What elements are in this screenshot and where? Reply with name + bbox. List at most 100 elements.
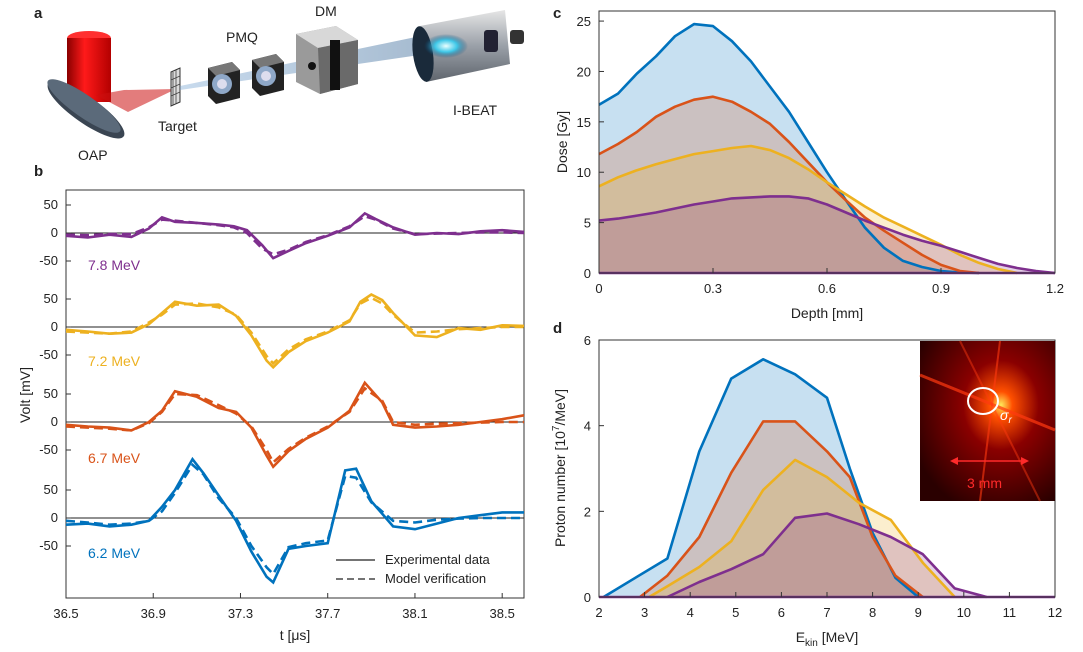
y-tick-label: 10	[577, 165, 591, 180]
chart-d-ylabel-sup: 7	[551, 425, 562, 431]
x-tick-label: 37.7	[315, 606, 340, 621]
y-tick-label: 0	[51, 414, 58, 429]
y-tick-label: 50	[44, 386, 58, 401]
series-line	[639, 420, 924, 599]
series-area	[599, 24, 979, 273]
y-tick-label: -50	[39, 347, 58, 362]
y-tick-label: -50	[39, 442, 58, 457]
series-area	[640, 421, 923, 597]
series-area	[599, 96, 979, 273]
chart-d-xlabel-unit: [MeV]	[818, 629, 858, 645]
series-area	[599, 146, 1017, 273]
chart-b-frame	[65, 189, 525, 599]
series-area	[667, 513, 987, 597]
x-tick-label: 37.3	[228, 606, 253, 621]
scale-bar-left-arrow	[950, 457, 958, 465]
x-tick-label: 0.9	[932, 281, 950, 296]
ibeat-label: I-BEAT	[453, 102, 498, 118]
scale-bar-label: 3 mm	[967, 475, 1002, 491]
chart-d-ylabel: Proton number [107/MeV]	[551, 389, 568, 547]
y-tick-label: 6	[584, 333, 591, 348]
legend-model-label: Model verification	[385, 571, 486, 586]
oap-mirror	[47, 79, 125, 139]
x-tick-label: 38.5	[490, 606, 515, 621]
dipole-magnet	[296, 26, 358, 94]
chart-d-xlabel-sub: kin	[805, 638, 818, 649]
ibeat-detector	[412, 10, 524, 82]
series-line	[666, 512, 987, 599]
x-tick-label: 8	[869, 605, 876, 620]
y-tick-label: 50	[44, 482, 58, 497]
chart-d-xlabel: Ekin [MeV]	[796, 629, 859, 649]
pmq-label: PMQ	[226, 29, 258, 45]
x-tick-label: 36.5	[53, 606, 78, 621]
dm-label: DM	[315, 3, 337, 19]
y-tick-label: 25	[577, 14, 591, 29]
chart-c: 0 0.3 0.6 0.9 1.2 0 5 10 15 20 25 Dose [Gy] Depth …	[554, 10, 1064, 321]
chart-b-xlabel: t [μs]	[280, 627, 311, 643]
chart-d-xlabel-text: E	[796, 629, 805, 645]
chart-c-xlabel: Depth [mm]	[791, 305, 863, 321]
panel-label-a: a	[34, 5, 43, 22]
x-tick-label: 0	[595, 281, 602, 296]
series-line	[602, 357, 920, 599]
y-tick-label: 0	[584, 266, 591, 281]
x-tick-label: 2	[595, 605, 602, 620]
y-tick-label: 0	[51, 225, 58, 240]
chart-d-ylabel-unit: /MeV]	[552, 389, 568, 426]
target-foil	[170, 67, 181, 107]
experimental-trace	[65, 456, 524, 585]
series-line	[598, 195, 1056, 275]
experimental-trace	[65, 380, 525, 469]
laser-focus-cone	[96, 89, 176, 112]
x-tick-label: 1.2	[1046, 281, 1064, 296]
x-tick-label: 38.1	[402, 606, 427, 621]
y-tick-label: 4	[584, 419, 591, 434]
x-tick-label: 10	[957, 605, 971, 620]
legend-exp-label: Experimental data	[385, 552, 491, 567]
chart-c-ylabel: Dose [Gy]	[554, 111, 570, 173]
sigma-symbol: σ	[1000, 407, 1009, 423]
energy-label: 6.2 MeV	[88, 545, 141, 561]
pmq-magnet-1	[208, 62, 240, 104]
y-tick-label: -50	[39, 253, 58, 268]
chart-d-ylabel-text: Proton number [10	[552, 431, 568, 547]
y-tick-label: 50	[44, 291, 58, 306]
series-area	[649, 459, 955, 597]
y-tick-label: 2	[584, 504, 591, 519]
y-tick-label: 15	[577, 115, 591, 130]
series-line	[648, 458, 956, 599]
chart-b-ylabel: Volt [mV]	[17, 367, 33, 423]
x-tick-label: 6	[778, 605, 785, 620]
x-tick-label: 9	[915, 605, 922, 620]
x-tick-label: 5	[732, 605, 739, 620]
energy-label: 7.2 MeV	[88, 353, 141, 369]
y-tick-label: 5	[584, 216, 591, 231]
scale-bar-right-arrow	[1021, 457, 1029, 465]
energy-label: 7.8 MeV	[88, 257, 141, 273]
oap-label: OAP	[78, 147, 108, 163]
experimental-trace	[65, 292, 525, 370]
beam-profile-inset: σr 3 mm	[919, 340, 1056, 502]
panel-label-d: d	[553, 320, 562, 337]
sigma-subscript: r	[1008, 415, 1012, 426]
y-tick-label: 20	[577, 64, 591, 79]
pmq-magnet-2	[252, 54, 284, 96]
x-tick-label: 0.3	[704, 281, 722, 296]
y-tick-label: -50	[39, 538, 58, 553]
x-tick-label: 4	[687, 605, 694, 620]
series-line	[598, 95, 980, 275]
experimental-trace	[65, 211, 525, 260]
y-tick-label: 50	[44, 197, 58, 212]
sigma-label: σr	[1000, 407, 1012, 426]
series-area	[599, 196, 1055, 273]
x-tick-label: 7	[823, 605, 830, 620]
x-tick-label: 0.6	[818, 281, 836, 296]
x-tick-label: 3	[641, 605, 648, 620]
energy-label: 6.7 MeV	[88, 450, 141, 466]
x-tick-label: 12	[1048, 605, 1062, 620]
sigma-circle	[967, 387, 999, 415]
panel-label-b: b	[34, 163, 43, 180]
